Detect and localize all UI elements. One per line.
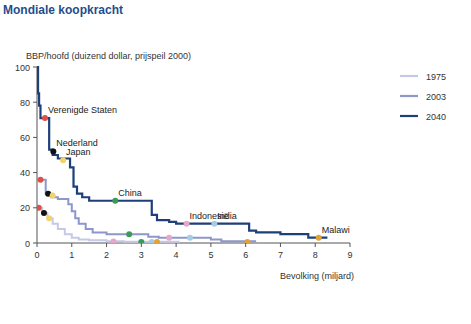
country-labels: Verenigde StatenNederlandJapanChinaIndon… — [48, 105, 350, 235]
y-tick-label: 100 — [15, 63, 30, 73]
country-dot — [187, 235, 193, 241]
country-dot — [37, 205, 42, 211]
legend-swatch — [400, 115, 418, 117]
y-tick — [33, 67, 37, 68]
series-line — [37, 180, 256, 242]
x-tick — [71, 243, 72, 247]
country-dot — [37, 177, 43, 183]
legend-label: 2040 — [426, 112, 446, 122]
country-dot — [111, 239, 117, 243]
x-tick — [141, 243, 142, 247]
country-dot — [244, 239, 250, 243]
title: Mondiale koopkracht — [3, 3, 123, 17]
y-tick-label: 60 — [20, 133, 30, 143]
x-tick — [315, 243, 316, 247]
x-tick-label: 8 — [313, 250, 318, 260]
y-tick — [33, 172, 37, 173]
x-tick — [176, 243, 177, 247]
country-dot — [166, 235, 172, 241]
country-dot — [316, 235, 322, 241]
country-dots — [37, 115, 322, 243]
plot-area — [37, 67, 327, 242]
y-tick-label: 20 — [20, 203, 30, 213]
x-tick-label: 4 — [174, 250, 179, 260]
country-dot — [211, 221, 217, 227]
x-tick — [106, 243, 107, 247]
legend-swatch — [400, 75, 418, 77]
x-label: Bevolking (miljard) — [280, 271, 354, 281]
y-label: BBP/hoofd (duizend dollar, prijspeil 200… — [26, 51, 191, 61]
y-tick-label: 40 — [20, 168, 30, 178]
chart-svg: Mondiale koopkracht BBP/hoofd (duizend do… — [0, 0, 471, 324]
x-tick — [350, 243, 351, 247]
y-tick — [33, 102, 37, 103]
country-label: China — [118, 188, 142, 198]
legend-label: 2003 — [426, 92, 446, 102]
x-tick — [245, 243, 246, 247]
country-dot — [42, 115, 48, 121]
x-tick-label: 0 — [34, 250, 39, 260]
country-label: Malawi — [322, 225, 350, 235]
y-tick — [33, 243, 37, 244]
chart-root: Mondiale koopkracht BBP/hoofd (duizend do… — [0, 0, 471, 324]
x-tick — [37, 243, 38, 247]
x-tick-label: 7 — [278, 250, 283, 260]
x-tick-label: 5 — [208, 250, 213, 260]
country-dot — [60, 157, 66, 163]
legend-swatch — [400, 95, 418, 97]
country-dot — [126, 231, 132, 237]
country-label: Verenigde Staten — [48, 105, 117, 115]
x-tick-label: 1 — [69, 250, 74, 260]
country-dot — [154, 239, 160, 243]
x-tick-label: 2 — [104, 250, 109, 260]
country-dot — [50, 148, 56, 154]
y-tick-label: 80 — [20, 98, 30, 108]
country-dot — [138, 239, 144, 243]
x-tick-label: 6 — [243, 250, 248, 260]
x-tick — [210, 243, 211, 247]
country-dot — [184, 221, 190, 227]
country-dot — [41, 210, 47, 216]
y-tick-label: 0 — [25, 239, 30, 249]
series-line — [37, 67, 327, 238]
country-dot — [50, 192, 56, 198]
country-dot — [149, 239, 155, 243]
x-axis — [37, 243, 350, 244]
country-dot — [46, 215, 52, 221]
legend: 1975 2003 2040 — [400, 72, 446, 122]
x-tick-label: 3 — [139, 250, 144, 260]
x-tick-label: 9 — [347, 250, 352, 260]
country-label: India — [217, 211, 237, 221]
x-tick — [280, 243, 281, 247]
legend-label: 1975 — [426, 72, 446, 82]
country-label: Japan — [66, 147, 91, 157]
country-dot — [112, 198, 118, 204]
y-tick — [33, 137, 37, 138]
y-tick — [33, 207, 37, 208]
